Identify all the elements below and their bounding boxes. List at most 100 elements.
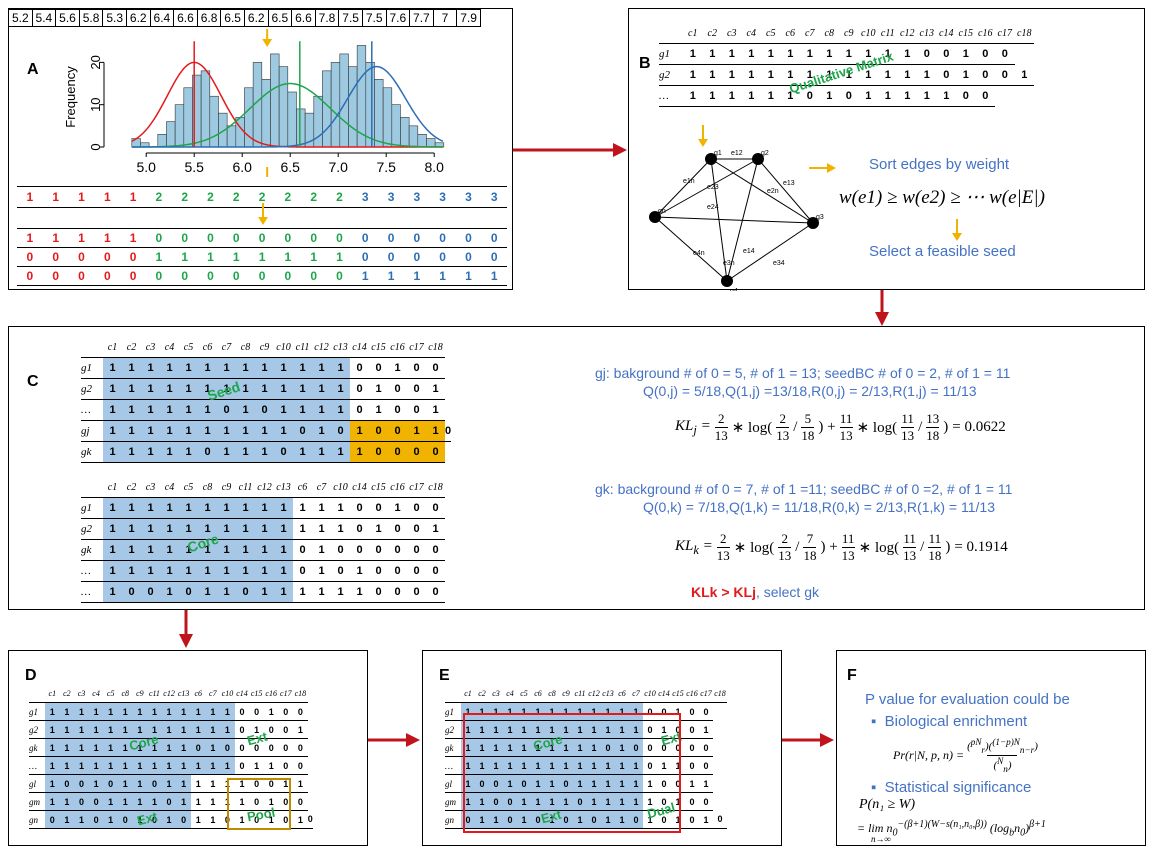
matrix-cell: 1 <box>147 702 162 721</box>
graph-edge <box>654 158 759 218</box>
matrix-cell: 1 <box>74 720 89 739</box>
histogram-bar <box>400 117 410 148</box>
matrix-cell: 1 <box>198 357 217 379</box>
column-header: c5 <box>103 685 118 703</box>
matrix-cell: 1 <box>683 85 703 107</box>
matrix-cell: 1 <box>761 64 781 86</box>
binary-value: 0 <box>26 250 34 264</box>
matrix-cell: 1 <box>531 702 545 721</box>
graph-node <box>721 275 733 287</box>
histogram: 0 10 20 Frequency 5.0 5.5 6.0 6.5 7.0 7.5 8.0 <box>63 29 444 177</box>
matrix-cell: 1 <box>615 810 629 829</box>
matrix-cell: 0 <box>234 756 250 775</box>
dual-matrix: c1 c2 c3 c4 c5 c6 c8 c9 c11 c12 c13 c6 c7 c10 c14 c15 c1… <box>445 685 727 829</box>
histogram-bar <box>200 70 211 148</box>
matrix-cell: 1 <box>643 774 657 793</box>
matrix-cell: 1 <box>179 497 198 519</box>
matrix-cell: 1 <box>141 518 160 540</box>
row-label: g2 <box>81 378 103 400</box>
matrix-cell: 0 <box>369 420 388 442</box>
matrix-cell: 1 <box>249 720 264 739</box>
matrix-cell: 0 <box>407 378 426 400</box>
matrix-cell: 1 <box>190 774 206 793</box>
matrix-cell: 0 <box>190 738 206 757</box>
binary-value: 0 <box>361 250 369 264</box>
matrix-cell: 0 <box>122 581 141 603</box>
graph-edge <box>654 216 728 282</box>
matrix-cell: 1 <box>117 792 133 811</box>
matrix-cell: 1 <box>629 702 643 721</box>
matrix-cell: 1 <box>293 399 312 421</box>
column-header: c2 <box>122 477 141 498</box>
matrix-cell: 1 <box>517 702 531 721</box>
matrix-cell: 1 <box>629 720 643 739</box>
limit-subscript: n→∞ <box>871 834 891 844</box>
column-header: c10 <box>220 685 235 703</box>
matrix-cell: 1 <box>587 738 601 757</box>
histogram-bar <box>382 87 393 148</box>
column-header: c17 <box>699 685 713 703</box>
x-tick-label: 7.5 <box>376 159 396 175</box>
matrix-cell: 1 <box>503 774 517 793</box>
matrix-cell: 0 <box>587 810 601 829</box>
matrix-cell: 1 <box>217 518 236 540</box>
matrix-cell: 0 <box>503 810 517 829</box>
column-header: c14 <box>234 685 250 703</box>
matrix-cell: 1 <box>179 399 198 421</box>
matrix-cell: 1 <box>671 792 685 811</box>
matrix-cell: 1 <box>103 738 118 757</box>
matrix-cell: 1 <box>839 64 859 86</box>
matrix-cell: 1 <box>103 357 122 379</box>
select-gk-text: , select gk <box>755 584 819 600</box>
matrix-cell: 1 <box>160 378 179 400</box>
arrow-a-to-b-icon <box>513 143 627 157</box>
kl-j-value: = 0.0622 <box>952 419 1006 435</box>
matrix-row: gl 1 0 0 1 0 1 1 0 1 1 1 1 1 1 0 0 1 1 <box>29 774 313 793</box>
matrix-cell: 1 <box>179 518 198 540</box>
matrix-cell: 1 <box>45 756 60 775</box>
matrix-cell: 1 <box>190 810 206 829</box>
row-label: gj <box>81 420 103 442</box>
matrix-cell: 1 <box>350 441 369 463</box>
cluster-value: 1 <box>129 190 137 204</box>
matrix-cell: 1 <box>122 497 141 519</box>
matrix-cell: 0 <box>388 441 407 463</box>
matrix-cell: 1 <box>236 518 255 540</box>
matrix-row: gn 0 1 1 0 1 0 1 0 1 0 1 1 0 1 0 1 0 1 0 <box>445 810 727 829</box>
column-header: c1 <box>103 477 122 498</box>
matrix-cell: 0 <box>176 810 191 829</box>
matrix-cell: 0 <box>293 738 308 757</box>
row-label: gm <box>29 792 45 811</box>
row-label: g1 <box>445 702 461 721</box>
matrix-cell: 1 <box>331 581 350 603</box>
binary-value: 0 <box>232 231 240 245</box>
matrix-cell: 0 <box>936 64 956 86</box>
matrix-cell: 1 <box>132 756 148 775</box>
binary-value: 0 <box>490 231 498 245</box>
matrix-cell: 0 <box>657 810 671 829</box>
matrix-cell: 1 <box>559 756 573 775</box>
strip-value: 5.4 <box>31 9 57 27</box>
matrix-cell: 0 <box>699 738 713 757</box>
matrix-cell: 0 <box>117 810 133 829</box>
matrix-cell: 1 <box>45 702 60 721</box>
matrix-cell: 1 <box>369 518 388 540</box>
column-header: c9 <box>132 685 148 703</box>
binary-value: 1 <box>232 250 240 264</box>
matrix-cell: 1 <box>702 64 722 86</box>
row-label: … <box>659 85 683 107</box>
matrix-cell: 1 <box>263 702 279 721</box>
matrix-cell: 1 <box>236 420 255 442</box>
matrix-cell: 1 <box>573 738 587 757</box>
matrix-cell: 0 <box>629 738 643 757</box>
row-label: gn <box>29 810 45 829</box>
matrix-cell: 1 <box>819 43 839 65</box>
matrix-cell: 0 <box>59 774 75 793</box>
matrix-cell: 1 <box>122 399 141 421</box>
matrix-row: gm 1 1 0 0 1 1 1 1 0 1 1 1 1 1 0 1 0 0 <box>445 792 727 811</box>
matrix-cell: 1 <box>657 756 671 775</box>
column-header: c13 <box>917 23 937 44</box>
row-label: g2 <box>29 720 45 739</box>
matrix-cell: 1 <box>917 85 937 107</box>
matrix-cell: 0 <box>217 399 236 421</box>
